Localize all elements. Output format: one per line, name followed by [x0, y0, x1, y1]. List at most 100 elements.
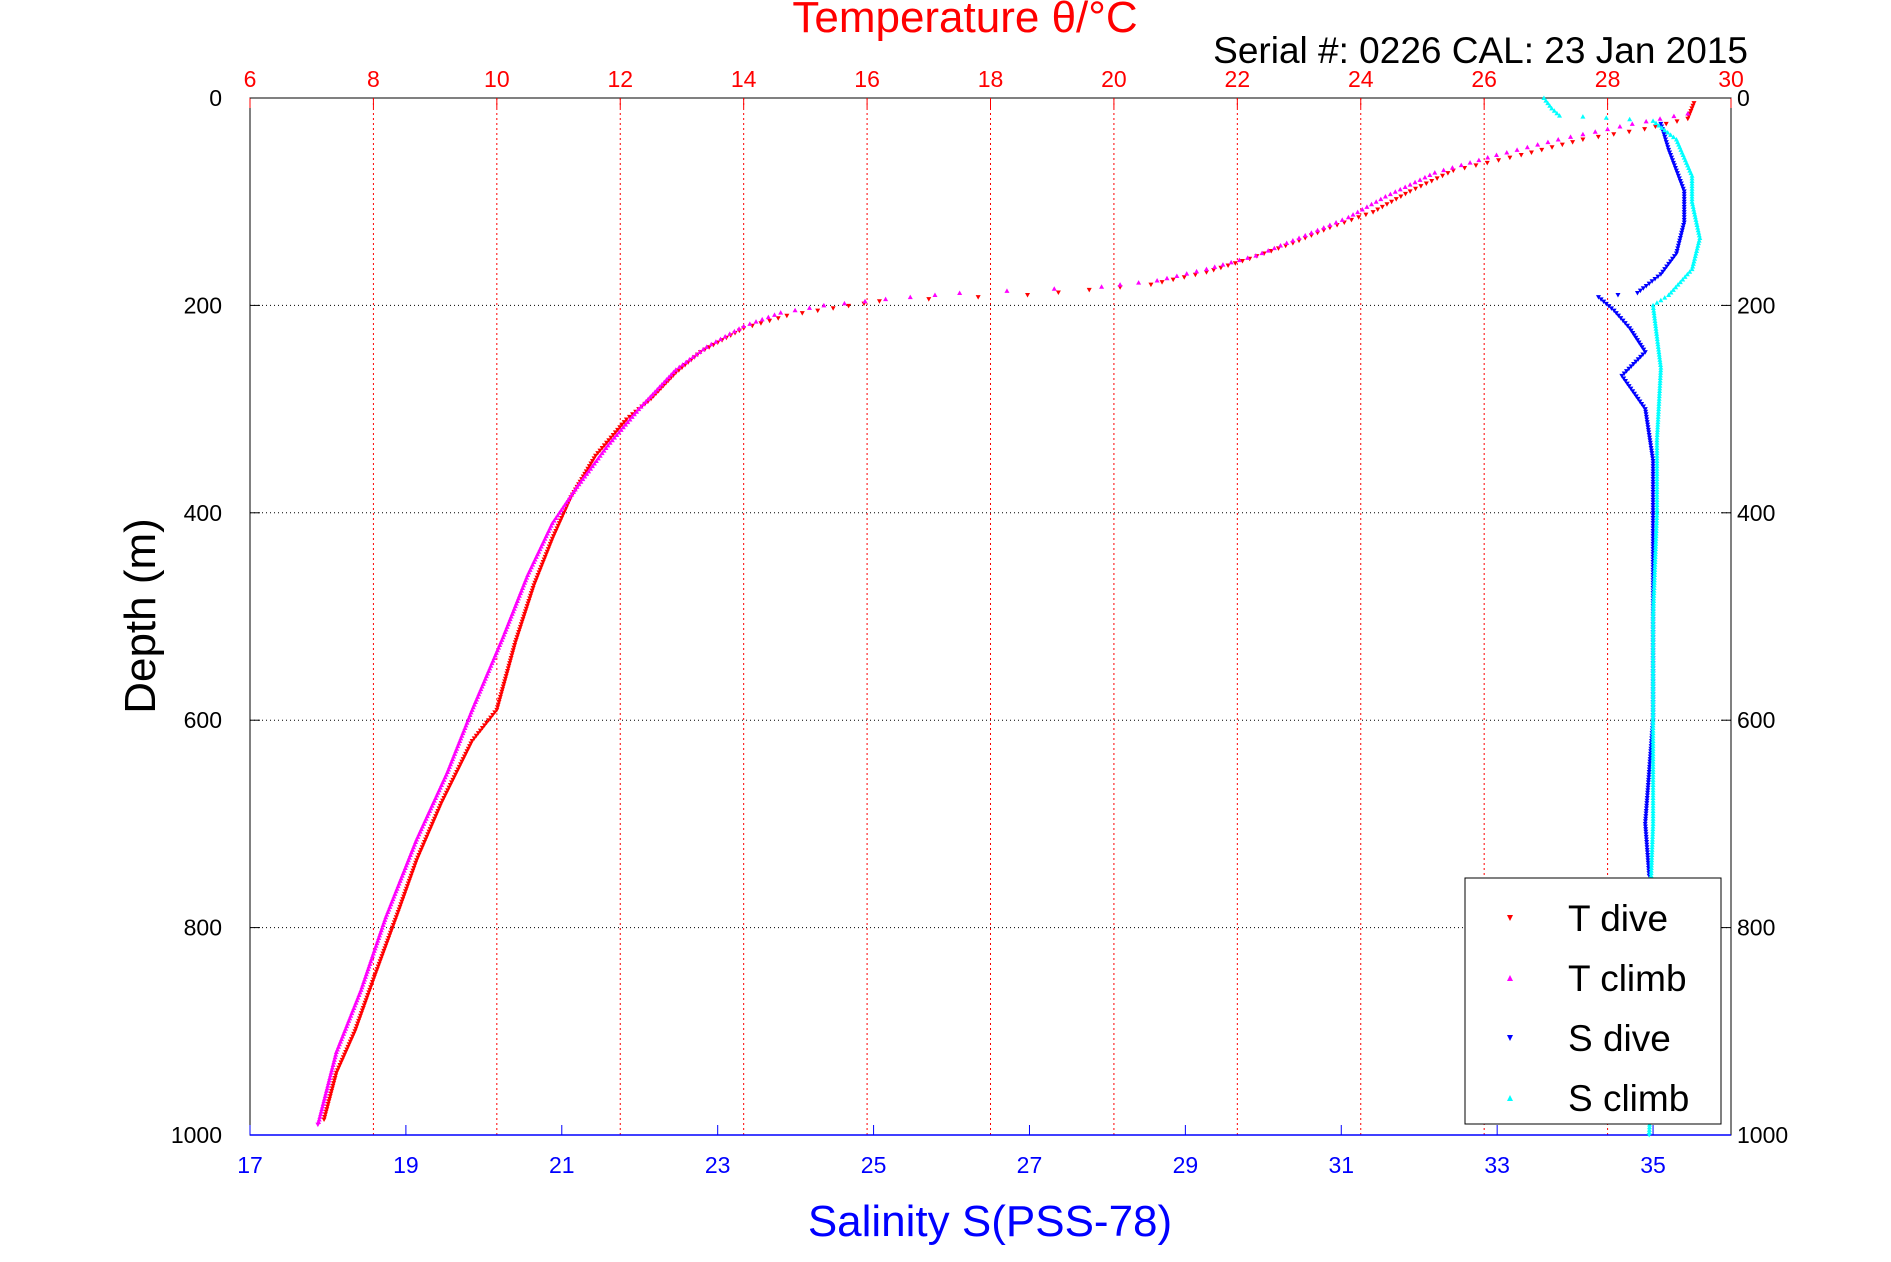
data-point	[463, 751, 469, 757]
data-point	[433, 814, 439, 819]
temperature-tick-label: 10	[484, 66, 510, 92]
data-point	[1554, 110, 1560, 116]
data-point	[401, 894, 407, 899]
data-point	[514, 635, 520, 640]
data-point	[1650, 676, 1656, 681]
data-point	[430, 819, 436, 824]
data-point	[1651, 313, 1657, 318]
data-point	[1650, 823, 1656, 829]
data-point	[381, 948, 387, 954]
data-point	[1656, 404, 1662, 409]
data-point	[502, 679, 508, 684]
data-point	[1645, 788, 1651, 793]
data-point	[1652, 564, 1658, 570]
data-point	[1650, 715, 1656, 720]
temperature-tick-label: 26	[1471, 66, 1497, 92]
data-point	[332, 1054, 338, 1060]
data-point	[1650, 484, 1656, 490]
data-point	[1611, 308, 1617, 314]
data-point	[500, 684, 506, 689]
data-point	[1673, 251, 1679, 257]
data-point	[597, 453, 603, 458]
data-point	[1652, 315, 1658, 321]
data-point	[519, 619, 525, 625]
data-point	[1676, 241, 1682, 246]
data-point	[636, 406, 642, 412]
data-point	[505, 668, 511, 674]
data-point	[1654, 502, 1660, 508]
data-point	[1603, 301, 1609, 307]
data-point	[455, 767, 461, 772]
data-point	[553, 528, 559, 534]
data-point	[1652, 562, 1658, 567]
data-point	[354, 1024, 360, 1029]
data-point	[1675, 173, 1681, 179]
data-point	[1650, 482, 1656, 487]
data-point	[883, 296, 889, 302]
data-point	[612, 435, 618, 440]
data-point	[1651, 598, 1657, 603]
data-point	[1667, 150, 1673, 155]
data-point	[1654, 455, 1660, 461]
series-t-climb	[315, 111, 1691, 1128]
data-point	[1379, 204, 1385, 210]
data-point	[502, 676, 508, 682]
data-point	[424, 834, 430, 840]
salinity-tick-label: 27	[1017, 1152, 1043, 1178]
data-point	[323, 1091, 329, 1096]
data-point	[1624, 369, 1630, 374]
data-point	[1359, 206, 1365, 212]
data-point	[1657, 383, 1663, 388]
data-point	[1650, 707, 1656, 712]
data-point	[497, 697, 503, 702]
data-point	[327, 1075, 333, 1080]
data-point	[1650, 521, 1656, 526]
data-point	[1086, 287, 1092, 293]
data-point	[543, 552, 549, 557]
data-point	[392, 917, 398, 923]
data-point	[396, 907, 402, 912]
data-point	[1458, 162, 1464, 168]
data-point	[412, 863, 418, 868]
data-point	[619, 422, 625, 428]
data-point	[479, 725, 485, 731]
data-point	[1507, 155, 1513, 161]
data-point	[352, 1029, 358, 1034]
data-point	[318, 1109, 324, 1114]
data-point	[341, 1052, 347, 1058]
data-point	[1649, 849, 1655, 855]
data-point	[1649, 852, 1655, 858]
data-point	[1680, 225, 1686, 231]
data-point	[1641, 347, 1647, 353]
data-point	[1638, 342, 1644, 348]
data-point	[1681, 212, 1687, 218]
data-point	[605, 442, 611, 448]
data-point	[1643, 837, 1649, 842]
data-point	[1690, 261, 1696, 266]
data-point	[1650, 624, 1656, 629]
data-point	[1651, 590, 1657, 596]
data-point	[1658, 370, 1664, 375]
data-point	[1117, 282, 1123, 287]
data-point	[731, 328, 737, 334]
data-point	[332, 1075, 338, 1081]
data-point	[1418, 184, 1424, 189]
data-point	[1680, 186, 1686, 192]
depth-tick-label: 400	[184, 500, 222, 526]
data-point	[1645, 780, 1651, 785]
data-point	[1654, 461, 1660, 466]
data-point	[1670, 287, 1676, 292]
data-point	[1619, 373, 1625, 379]
data-point	[580, 476, 586, 482]
data-point	[747, 321, 753, 326]
data-point	[1654, 484, 1660, 489]
data-point	[1654, 453, 1660, 458]
data-point	[588, 461, 594, 467]
data-point	[370, 977, 376, 982]
data-point	[604, 440, 610, 446]
data-point	[1595, 295, 1601, 300]
data-point	[1148, 282, 1154, 288]
data-point	[440, 798, 446, 804]
data-point	[1689, 199, 1695, 204]
data-point	[1681, 197, 1687, 202]
